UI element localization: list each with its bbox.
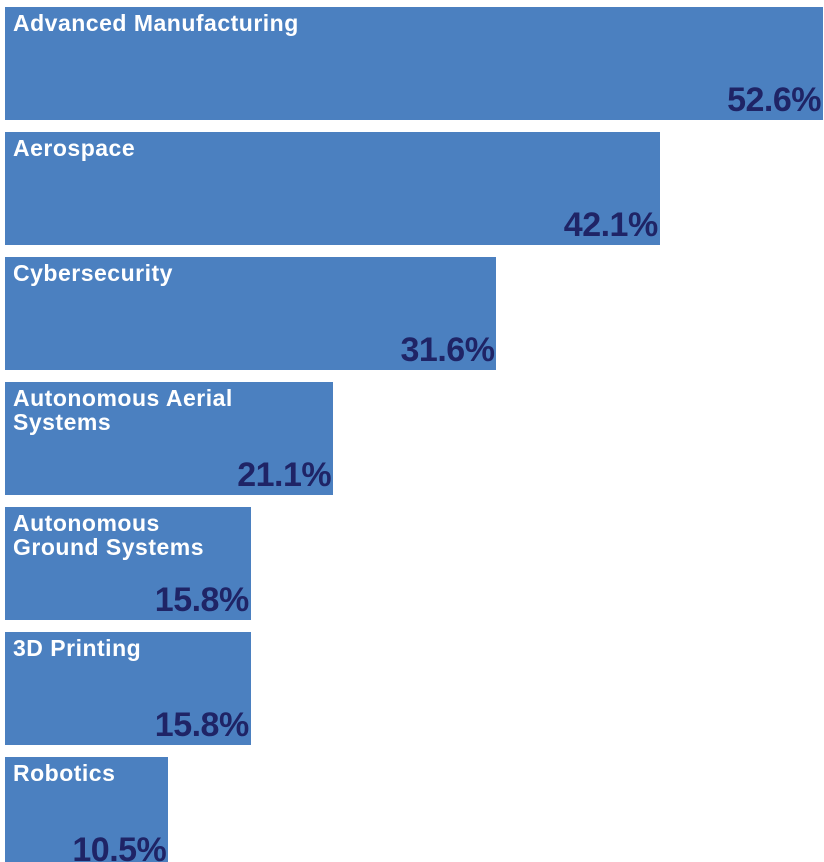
bar: Autonomous Ground Systems 15.8% [5, 507, 251, 620]
category-label: Cybersecurity [13, 260, 173, 286]
category-label: Autonomous Ground Systems [13, 510, 205, 560]
value-label: 15.8% [154, 706, 249, 744]
bar: Autonomous Aerial Systems 21.1% [5, 382, 334, 495]
bar: Robotics 10.5% [5, 757, 169, 862]
value-label: 21.1% [237, 456, 332, 494]
value-label: 15.8% [154, 581, 249, 619]
category-label: Aerospace [13, 135, 136, 161]
category-label: Robotics [13, 760, 116, 786]
category-label: Advanced Manufacturing [13, 10, 299, 36]
value-label: 10.5% [72, 831, 167, 862]
bar: Cybersecurity 31.6% [5, 257, 497, 370]
value-label: 52.6% [727, 81, 821, 119]
bar: Advanced Manufacturing 52.6% [5, 7, 823, 120]
category-label: 3D Printing [13, 635, 142, 661]
value-label: 42.1% [563, 206, 658, 244]
value-label: 31.6% [400, 331, 495, 369]
bar: 3D Printing 15.8% [5, 632, 251, 745]
bar: Aerospace 42.1% [5, 132, 660, 245]
category-label: Autonomous Aerial Systems [13, 385, 233, 435]
